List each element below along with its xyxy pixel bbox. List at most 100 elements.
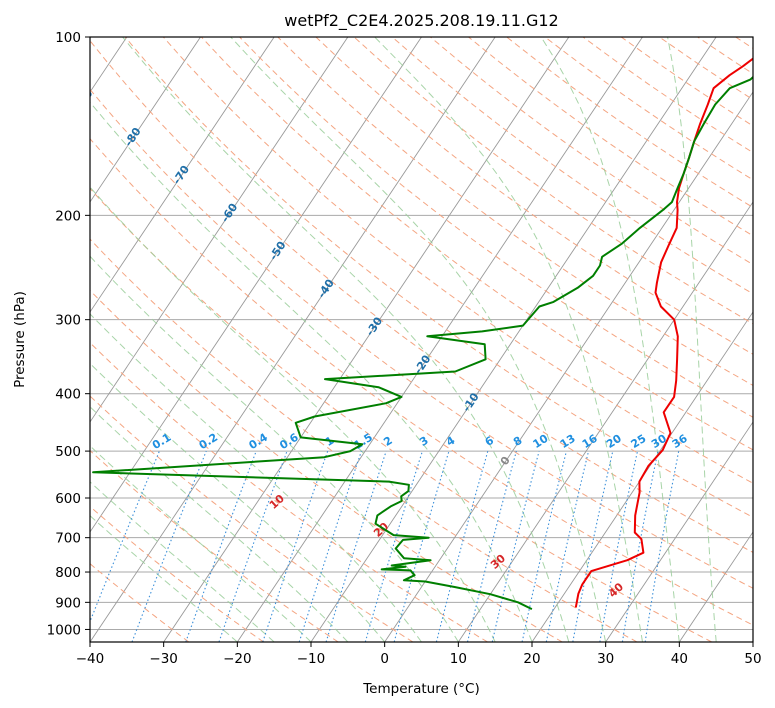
mixing-ratio-line: [298, 450, 362, 642]
mixing-ratio-label: 2: [381, 434, 394, 449]
dry-adiabat-label: 40: [606, 580, 626, 600]
isotherm-line: [90, 37, 275, 313]
isotherm-line: [605, 421, 753, 642]
x-tick-label: 50: [744, 651, 761, 667]
dry-adiabat-line: [90, 187, 712, 642]
mixing-ratio-line: [599, 450, 639, 642]
plot-area: -100-90-80-70-60-50-40-30-20-10010203040…: [23, 37, 753, 642]
dry-adiabat-line: [353, 37, 753, 325]
dry-adiabat-line: [90, 395, 414, 642]
isotherm-label: -100: [23, 46, 49, 76]
isotherm-line: [90, 37, 496, 642]
isotherm-lines: [90, 37, 753, 642]
moist-adiabat-line: [90, 481, 275, 642]
dewpoint-profile-line: [92, 75, 753, 610]
profile-series: [92, 57, 753, 610]
isotherm-label: -80: [122, 125, 144, 149]
mixing-ratio-line: [466, 450, 517, 642]
x-tick-label: 40: [671, 651, 688, 667]
moist-adiabat-line: [90, 313, 422, 642]
isobar-lines: [90, 37, 753, 630]
isotherm-label: -60: [219, 201, 241, 225]
isotherm-line: [236, 37, 643, 642]
mixing-ratio-line: [393, 450, 450, 642]
mixing-ratio-line: [364, 450, 423, 642]
y-tick-label: 700: [55, 531, 81, 547]
moist-adiabat-line: [90, 186, 496, 642]
dry-adiabat-line: [582, 37, 753, 154]
x-tick-label: −40: [76, 651, 105, 667]
mixing-ratio-label: 0.2: [197, 431, 220, 452]
moist-adiabat-line: [90, 406, 349, 642]
mixing-ratio-label: 36: [670, 432, 690, 451]
moist-adiabat-line: [230, 37, 607, 642]
moist-adiabat-line: [667, 37, 717, 642]
x-tick-label: 20: [523, 651, 540, 667]
isotherm-line: [457, 201, 753, 642]
dry-adiabat-line: [90, 88, 753, 589]
mixing-ratio-label: 3: [417, 434, 430, 449]
dry-adiabat-lines: [90, 37, 753, 642]
moist-adiabat-lines: [90, 37, 717, 642]
isotherm-line: [90, 37, 201, 203]
moist-adiabat-line: [90, 445, 312, 642]
dry-adiabat-label: 10: [267, 492, 287, 512]
y-tick-label: 600: [55, 491, 81, 507]
dry-adiabat-line: [90, 39, 753, 553]
isotherm-line: [90, 37, 349, 423]
moist-adiabat-line: [374, 37, 643, 642]
dry-adiabat-line: [90, 289, 563, 642]
y-axis-title: Pressure (hPa): [12, 291, 28, 388]
x-tick-label: −20: [223, 651, 252, 667]
mixing-ratio-line: [218, 450, 288, 642]
dry-adiabat-line: [90, 563, 190, 642]
isotherm-line: [163, 37, 570, 642]
mixing-ratio-label: 0.6: [277, 431, 301, 453]
mixing-ratio-line: [185, 450, 257, 642]
moist-adiabat-line: [122, 37, 570, 642]
dry-adiabat-label: 20: [371, 520, 391, 540]
dry-adiabat-line: [162, 37, 753, 484]
mixing-ratio-line: [90, 450, 160, 623]
x-tick-label: 30: [597, 651, 614, 667]
isotherm-line: [752, 641, 753, 642]
x-tick-label: 10: [450, 651, 467, 667]
y-tick-label: 900: [55, 595, 81, 611]
mixing-ratio-line: [262, 450, 329, 642]
isotherm-line: [384, 91, 753, 642]
mixing-ratio-label: 25: [629, 432, 649, 451]
isotherm-line: [678, 531, 753, 642]
y-tick-label: 100: [55, 30, 81, 46]
mixing-ratio-line: [325, 450, 387, 642]
y-tick-label: 300: [55, 313, 81, 329]
mixing-ratio-line: [521, 450, 567, 642]
dry-adiabat-line: [391, 37, 753, 295]
isotherm-label: -90: [74, 87, 96, 111]
isotherm-label: -70: [170, 163, 192, 187]
isotherm-line: [90, 37, 422, 533]
mixing-ratio-label: 6: [483, 434, 497, 449]
dry-adiabat-line: [735, 37, 753, 49]
dry-adiabat-line: [430, 37, 753, 266]
x-axis-ticks: −40 −30 −20 −10 0 10 20 30 40 50: [76, 642, 762, 667]
y-tick-label: 200: [55, 208, 81, 224]
moist-adiabat-line: [90, 362, 386, 642]
moist-adiabat-line: [90, 101, 533, 642]
y-tick-label: 800: [55, 565, 81, 581]
y-tick-label: 1000: [47, 622, 81, 638]
temperature-profile-line: [574, 57, 753, 608]
dry-adiabat-line: [90, 342, 488, 642]
dry-adiabat-line: [90, 137, 753, 626]
mixing-ratio-line: [131, 450, 207, 642]
isotherm-label: -30: [363, 314, 385, 338]
y-tick-label: 500: [55, 444, 81, 460]
mixing-ratio-line: [491, 450, 540, 642]
dry-adiabat-line: [239, 37, 753, 418]
isotherm-label: 0: [498, 454, 513, 468]
x-tick-label: −30: [149, 651, 178, 667]
dry-adiabat-line: [277, 37, 753, 386]
x-tick-label: −10: [297, 651, 326, 667]
moist-adiabat-line: [540, 37, 680, 642]
x-tick-label: 0: [380, 651, 389, 667]
